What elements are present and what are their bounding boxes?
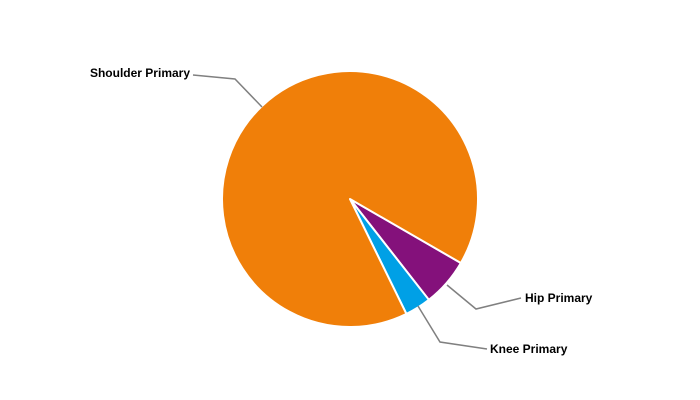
connector-line — [446, 284, 522, 310]
connector-line — [417, 305, 488, 350]
connector-line — [192, 74, 263, 108]
pie-slice-shoulder-primary[interactable] — [221, 70, 479, 328]
slice-label: Knee Primary — [490, 342, 568, 356]
slice-label: Hip Primary — [525, 291, 593, 305]
slice-label: Shoulder Primary — [90, 66, 190, 80]
